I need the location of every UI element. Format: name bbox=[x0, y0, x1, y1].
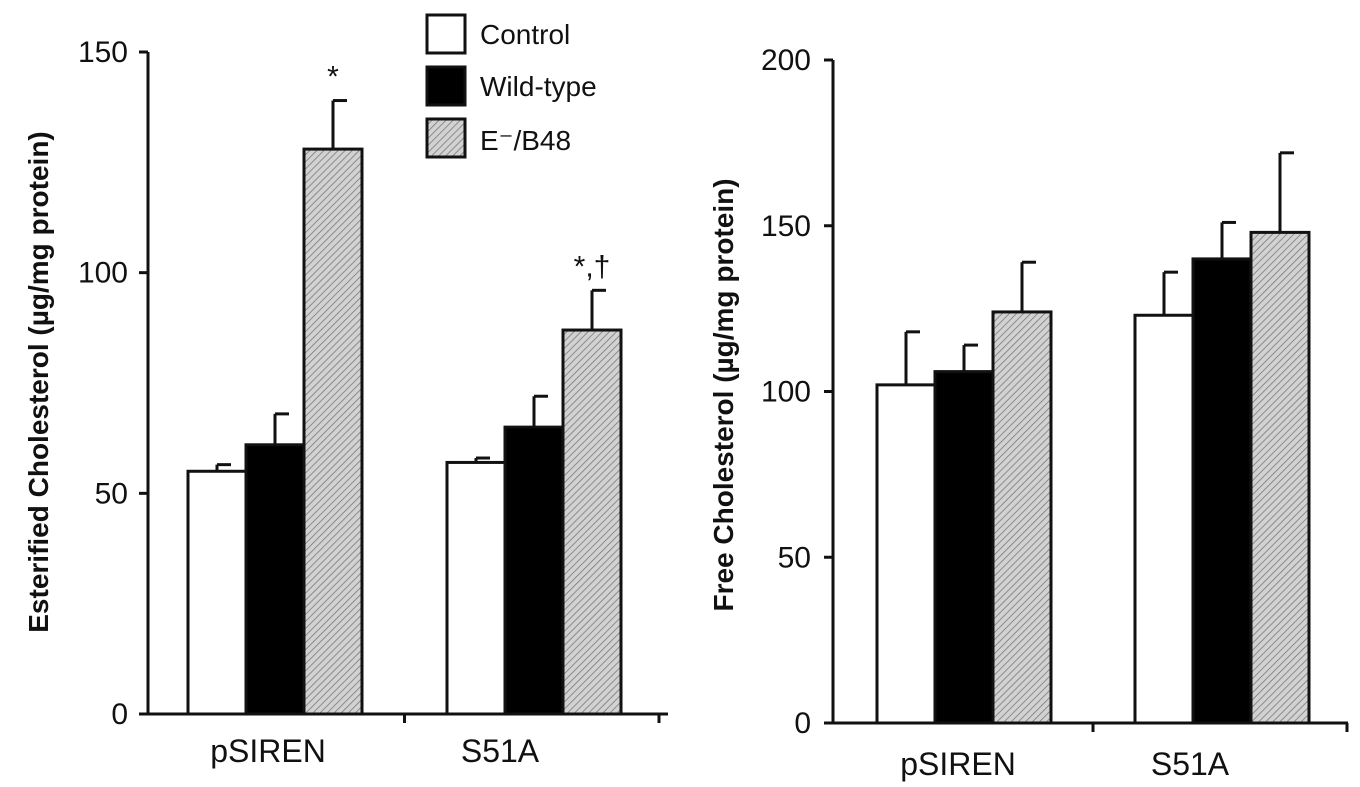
bar-wild-type-s51a bbox=[503, 425, 565, 716]
legend-swatch-control bbox=[425, 13, 467, 55]
legend-label-control: Control bbox=[480, 19, 570, 50]
bar-control-s51a bbox=[445, 460, 507, 716]
y-axis-label: Esterified Cholesterol (µg/mg protein) bbox=[23, 131, 54, 633]
x-tick-label-psiren: pSIREN bbox=[210, 733, 326, 769]
significance-marker: *,† bbox=[574, 250, 611, 283]
legend: Control Wild-type E⁻/B48 bbox=[425, 13, 597, 159]
y-tick-label: 50 bbox=[778, 541, 811, 574]
bar-e-b48-s51a bbox=[561, 328, 623, 716]
legend-label-e-b48: E⁻/B48 bbox=[480, 125, 571, 156]
x-tick-label-s51a: S51A bbox=[461, 733, 540, 769]
y-tick-label: 150 bbox=[78, 36, 128, 69]
bar-control-psiren bbox=[875, 383, 937, 725]
y-axis-label: Free Cholesterol (µg/mg protein) bbox=[708, 178, 739, 611]
bar-wild-type-psiren bbox=[244, 443, 306, 716]
y-tick-label: 0 bbox=[111, 698, 128, 731]
bar-e-b48-psiren bbox=[991, 310, 1053, 725]
bar-wild-type-psiren bbox=[933, 370, 995, 725]
x-tick-label-psiren: pSIREN bbox=[900, 746, 1016, 782]
bar-wild-type-s51a bbox=[1191, 257, 1253, 725]
x-tick-label-s51a: S51A bbox=[1151, 746, 1230, 782]
bar-control-s51a bbox=[1133, 313, 1195, 725]
bar-e-b48-psiren bbox=[302, 147, 364, 716]
esterified-cholesterol-chart: Esterified Cholesterol (µg/mg protein) 0… bbox=[23, 36, 668, 769]
y-tick-label: 50 bbox=[95, 477, 128, 510]
y-tick-label: 200 bbox=[761, 44, 811, 77]
bar-control-psiren bbox=[186, 469, 248, 716]
y-tick-label: 100 bbox=[78, 257, 128, 290]
legend-swatch-e-b48 bbox=[425, 117, 467, 159]
y-tick-label: 0 bbox=[794, 707, 811, 740]
bar-e-b48-s51a bbox=[1249, 230, 1311, 725]
legend-label-wild-type: Wild-type bbox=[480, 71, 597, 102]
legend-swatch-wild-type bbox=[425, 65, 467, 107]
y-tick-label: 150 bbox=[761, 210, 811, 243]
free-cholesterol-chart: Free Cholesterol (µg/mg protein) 0 50 100 1… bbox=[708, 44, 1349, 782]
y-tick-label: 100 bbox=[761, 376, 811, 409]
significance-marker: * bbox=[327, 61, 339, 94]
